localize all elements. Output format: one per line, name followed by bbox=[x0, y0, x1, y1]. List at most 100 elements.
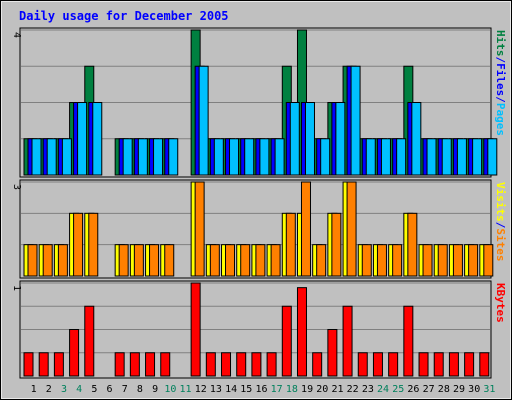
bar-sites-day-4 bbox=[73, 212, 84, 277]
bar-kbytes-day-18 bbox=[281, 305, 292, 377]
x-tick-label-day-30: 30 bbox=[468, 384, 480, 395]
bar-sites-day-5 bbox=[88, 212, 99, 277]
x-tick-label-day-19: 19 bbox=[301, 384, 313, 395]
bar-kbytes-day-13 bbox=[205, 352, 216, 377]
x-tick-label-day-14: 14 bbox=[225, 384, 237, 395]
bar-kbytes-day-27 bbox=[418, 352, 429, 377]
bar-sites-day-17 bbox=[270, 244, 281, 277]
bar-pages-day-13 bbox=[213, 138, 224, 176]
bar-kbytes-day-24 bbox=[372, 352, 383, 377]
bar-sites-day-27 bbox=[422, 244, 433, 277]
bar-pages-day-29 bbox=[456, 138, 467, 176]
bar-sites-day-15 bbox=[240, 244, 251, 277]
x-tick-label-day-28: 28 bbox=[438, 384, 450, 395]
legend-item-hits: Hits bbox=[494, 30, 507, 57]
bar-sites-day-22 bbox=[346, 181, 357, 277]
bar-kbytes-day-9 bbox=[145, 352, 156, 377]
bar-sites-day-14 bbox=[225, 244, 236, 277]
legend-item-: / bbox=[494, 222, 507, 229]
bar-pages-day-30 bbox=[472, 138, 483, 176]
bar-sites-day-18 bbox=[285, 212, 296, 277]
bar-sites-day-10 bbox=[164, 244, 175, 277]
bar-pages-day-4 bbox=[77, 102, 88, 176]
x-tick-label-day-21: 21 bbox=[331, 384, 343, 395]
bar-pages-day-2 bbox=[46, 138, 57, 176]
bar-pages-day-14 bbox=[229, 138, 240, 176]
bar-kbytes-day-23 bbox=[357, 352, 368, 377]
bar-pages-day-31 bbox=[487, 138, 498, 176]
legend-kbytes: KBytes bbox=[494, 283, 507, 323]
bar-kbytes-day-1 bbox=[23, 352, 34, 377]
y-max-label: 4 bbox=[11, 32, 22, 38]
bar-sites-day-30 bbox=[468, 244, 479, 277]
x-tick-label-day-20: 20 bbox=[316, 384, 328, 395]
bar-sites-day-9 bbox=[149, 244, 160, 277]
x-tick-label-day-31: 31 bbox=[483, 384, 495, 395]
y-max-label: 1 bbox=[11, 285, 22, 291]
x-tick-label-day-3: 3 bbox=[61, 384, 67, 395]
bar-pages-day-26 bbox=[411, 102, 422, 176]
bar-sites-day-31 bbox=[483, 244, 494, 277]
x-tick-label-day-15: 15 bbox=[240, 384, 252, 395]
bar-pages-day-10 bbox=[168, 138, 179, 176]
bar-kbytes-day-10 bbox=[160, 352, 171, 377]
legend-item-kbytes: KBytes bbox=[494, 283, 507, 323]
x-tick-label-day-5: 5 bbox=[91, 384, 97, 395]
legend-item-files: Files bbox=[494, 63, 507, 96]
legend-item-pages: Pages bbox=[494, 103, 507, 136]
bar-sites-day-2 bbox=[42, 244, 53, 277]
bar-pages-day-28 bbox=[441, 138, 452, 176]
x-tick-label-day-26: 26 bbox=[407, 384, 419, 395]
bar-sites-day-20 bbox=[316, 244, 327, 277]
x-tick-label-day-1: 1 bbox=[31, 384, 37, 395]
bar-pages-day-27 bbox=[426, 138, 437, 176]
x-tick-label-day-25: 25 bbox=[392, 384, 404, 395]
bar-pages-day-9 bbox=[153, 138, 164, 176]
legend-sites-visits: Visits/Sites bbox=[494, 182, 507, 262]
x-tick-label-day-4: 4 bbox=[76, 384, 82, 395]
bar-sites-day-16 bbox=[255, 244, 266, 277]
bar-pages-day-1 bbox=[31, 138, 42, 176]
bar-kbytes-day-29 bbox=[448, 352, 459, 377]
x-tick-label-day-22: 22 bbox=[347, 384, 359, 395]
bar-pages-day-24 bbox=[380, 138, 391, 176]
bar-sites-day-29 bbox=[452, 244, 463, 277]
x-tick-label-day-11: 11 bbox=[180, 384, 192, 395]
x-tick-label-day-8: 8 bbox=[137, 384, 143, 395]
bar-pages-day-20 bbox=[320, 138, 331, 176]
bar-kbytes-day-16 bbox=[251, 352, 262, 377]
legend-item-visits: Visits bbox=[494, 182, 507, 222]
panel-sites-visits: 3 Visits/Sites bbox=[11, 179, 507, 279]
bar-sites-day-19 bbox=[300, 181, 311, 277]
bar-pages-day-16 bbox=[259, 138, 270, 176]
bar-kbytes-day-17 bbox=[266, 352, 277, 377]
bar-pages-day-3 bbox=[61, 138, 72, 176]
x-tick-label-day-10: 10 bbox=[164, 384, 176, 395]
bar-pages-day-15 bbox=[244, 138, 255, 176]
x-tick-label-day-23: 23 bbox=[362, 384, 374, 395]
chart-title: Daily usage for December 2005 bbox=[19, 9, 229, 23]
bar-sites-day-13 bbox=[209, 244, 220, 277]
bar-kbytes-day-15 bbox=[236, 352, 247, 377]
x-tick-label-day-29: 29 bbox=[453, 384, 465, 395]
bar-sites-day-23 bbox=[361, 244, 372, 277]
panel-pages-files-hits: 4 Hits/Files/Pages bbox=[11, 27, 507, 178]
bar-pages-day-17 bbox=[274, 138, 285, 176]
bar-kbytes-day-14 bbox=[221, 352, 232, 377]
x-tick-label-day-9: 9 bbox=[152, 384, 158, 395]
x-tick-label-day-2: 2 bbox=[46, 384, 52, 395]
bar-kbytes-day-25 bbox=[388, 352, 399, 377]
legend-pages-files-hits: Hits/Files/Pages bbox=[494, 30, 507, 136]
bar-pages-day-21 bbox=[335, 102, 346, 176]
legend-item-: / bbox=[494, 57, 507, 64]
bar-sites-day-28 bbox=[437, 244, 448, 277]
bar-kbytes-day-5 bbox=[84, 305, 95, 377]
bar-sites-day-25 bbox=[392, 244, 403, 277]
x-tick-label-day-27: 27 bbox=[423, 384, 435, 395]
panel-kbytes: 1 KBytes bbox=[11, 280, 507, 379]
y-max-label: 3 bbox=[11, 184, 22, 190]
x-tick-label-day-24: 24 bbox=[377, 384, 389, 395]
